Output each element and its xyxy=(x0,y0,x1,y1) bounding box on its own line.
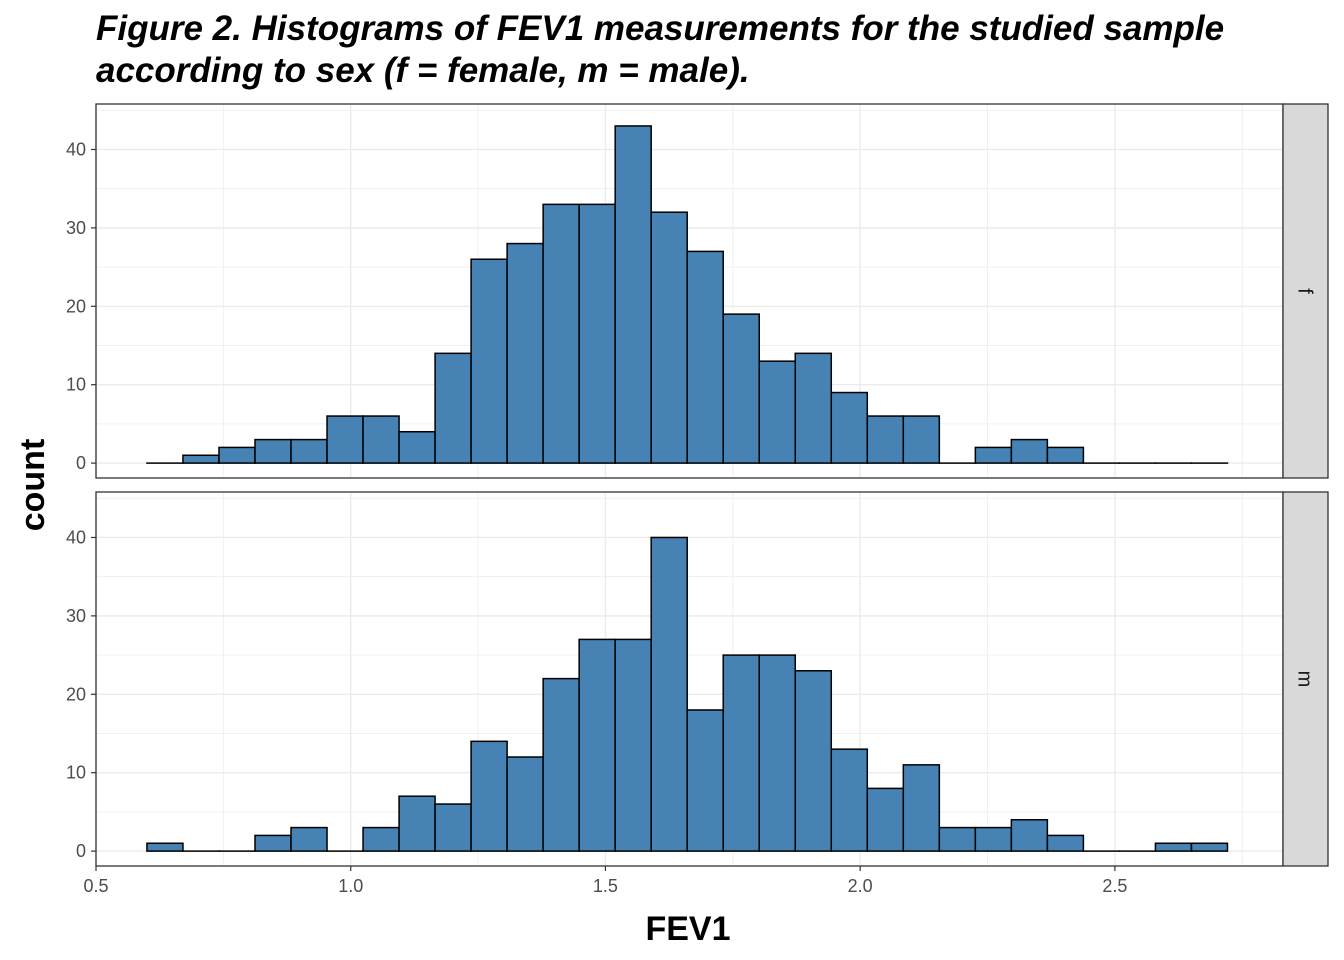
histogram-bar xyxy=(290,826,328,852)
facet-panels: 0 10 20 30 40 f 0 10 20 30 40 m xyxy=(66,103,1329,867)
histogram-bar xyxy=(326,415,364,464)
histogram-bar xyxy=(362,826,400,852)
histogram-bar xyxy=(290,438,328,464)
histogram-bar xyxy=(974,446,1013,464)
histogram-bar xyxy=(866,787,905,852)
histogram-bar xyxy=(470,258,508,464)
histogram-bar xyxy=(686,709,724,852)
histogram-bar xyxy=(578,203,616,464)
y-tick-label: 20 xyxy=(66,296,86,316)
y-tick-label: 0 xyxy=(76,841,86,861)
histogram-bar xyxy=(830,748,869,852)
histogram-bar xyxy=(614,125,652,464)
y-tick-label: 10 xyxy=(66,375,86,395)
histogram-bar xyxy=(398,430,436,464)
histogram-bar xyxy=(506,756,544,852)
histogram-bar xyxy=(614,638,652,852)
x-tick-label: 1.5 xyxy=(593,876,618,896)
facet-panel-f: 0 10 20 30 40 f xyxy=(66,103,1329,479)
y-axis-title: count xyxy=(14,439,52,532)
strip-background xyxy=(1282,491,1329,867)
histogram-bar xyxy=(1154,842,1193,852)
histogram-bar xyxy=(1190,842,1229,852)
strip-background xyxy=(1282,103,1329,479)
histogram-bar xyxy=(470,740,508,852)
x-tick-label: 2.0 xyxy=(848,876,873,896)
histogram-bar xyxy=(650,211,688,464)
y-tick-label: 30 xyxy=(66,218,86,238)
histogram-bar xyxy=(794,352,833,464)
x-axis-title: FEV1 xyxy=(645,910,730,948)
histogram-bar xyxy=(254,834,292,852)
histogram-bar xyxy=(758,360,797,464)
y-tick-label: 0 xyxy=(76,453,86,473)
histogram-bar xyxy=(650,536,688,852)
histogram-bar xyxy=(1046,446,1085,464)
histogram-bar xyxy=(902,415,941,464)
chart-title: Figure 2. Histograms of FEV1 measurement… xyxy=(96,9,1225,90)
histogram-bar xyxy=(1010,818,1049,852)
histogram-bar xyxy=(434,352,472,464)
facet-panel-m: 0 10 20 30 40 m xyxy=(66,491,1329,867)
y-tick-label: 30 xyxy=(66,606,86,626)
y-tick-label: 40 xyxy=(66,527,86,547)
x-tick-label: 1.0 xyxy=(338,876,363,896)
histogram-bar xyxy=(830,391,869,464)
y-tick-label: 40 xyxy=(66,139,86,159)
histogram-bar xyxy=(398,795,436,852)
facet-strip-m: m xyxy=(1282,491,1329,867)
y-tick-label: 20 xyxy=(66,684,86,704)
histogram-bar xyxy=(506,242,544,464)
histogram-bar xyxy=(866,415,905,464)
histogram-bar xyxy=(1046,834,1085,852)
histogram-bar xyxy=(758,654,797,852)
histogram-bar xyxy=(902,764,941,852)
histogram-bar xyxy=(182,454,220,464)
histogram-bar xyxy=(542,677,580,852)
histogram-bar xyxy=(686,250,724,464)
strip-label: m xyxy=(1294,671,1316,688)
histogram-bar xyxy=(974,826,1013,852)
histogram-bar xyxy=(434,803,472,852)
histogram-bar xyxy=(938,826,977,852)
x-tick-label: 2.5 xyxy=(1102,876,1127,896)
x-axis: 0.5 1.0 1.5 2.0 2.5 xyxy=(83,866,1127,896)
histogram-bar xyxy=(1010,438,1049,464)
histogram-bar xyxy=(542,203,580,464)
x-tick-label: 0.5 xyxy=(83,876,108,896)
histogram-bar xyxy=(722,313,760,464)
histogram-bar xyxy=(578,638,616,852)
histogram-bar xyxy=(218,446,256,464)
histogram-bar xyxy=(146,842,184,852)
y-tick-label: 10 xyxy=(66,763,86,783)
strip-label: f xyxy=(1294,288,1316,294)
facet-strip-f: f xyxy=(1282,103,1329,479)
histogram-bar xyxy=(254,438,292,464)
histogram-bar xyxy=(722,654,760,852)
histogram-bar xyxy=(362,415,400,464)
histogram-bar xyxy=(794,670,833,852)
